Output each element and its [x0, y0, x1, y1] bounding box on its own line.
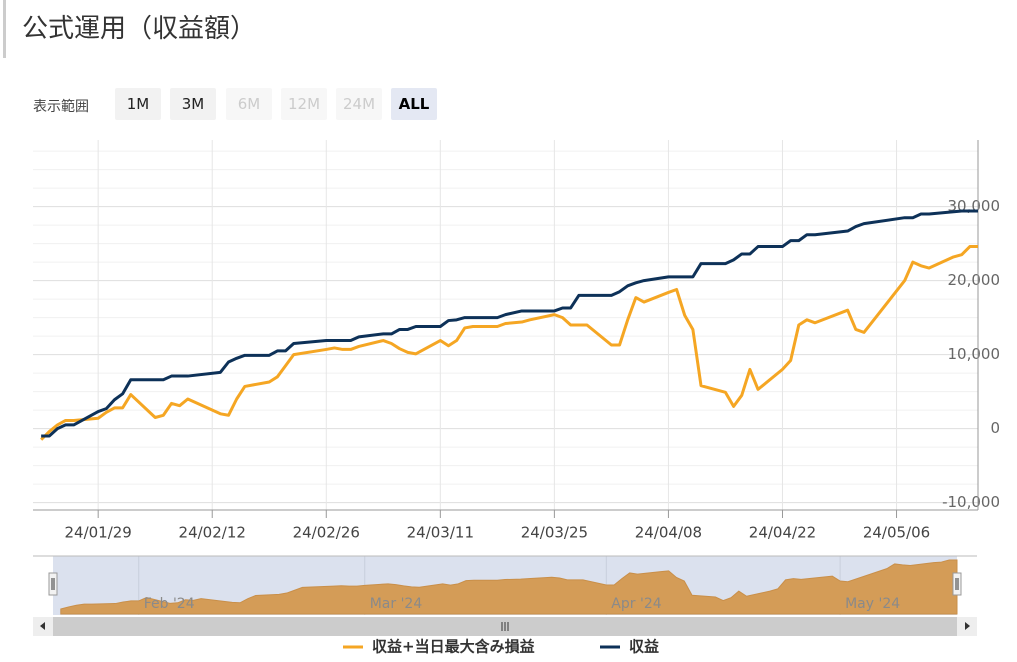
range-button: 12M [281, 88, 327, 120]
navigator-label: Feb '24 [144, 596, 195, 612]
scrollbar-grip [501, 622, 509, 631]
navigator-handle-grip [955, 578, 959, 590]
navigator-area [60, 559, 958, 615]
x-tick-label: 24/05/06 [863, 524, 930, 542]
x-tick-label: 24/02/12 [179, 524, 246, 542]
range-button[interactable]: 3M [170, 88, 216, 120]
range-button: 6M [226, 88, 272, 120]
y-tick-label: 0 [990, 419, 1000, 437]
legend-label[interactable]: 収益+当日最大含み損益 [372, 638, 535, 656]
navigator-handle[interactable] [952, 572, 962, 596]
range-button[interactable]: ALL [391, 88, 437, 120]
y-tick-label: 20,000 [948, 271, 1001, 289]
navigator-label: May '24 [845, 596, 900, 612]
x-tick-label: 24/04/22 [749, 524, 816, 542]
navigator-handle[interactable] [48, 572, 58, 596]
y-tick-label: -10,000 [942, 493, 1000, 511]
navigator-handle-grip [51, 578, 55, 590]
range-button[interactable]: 1M [115, 88, 161, 120]
range-button: 24M [336, 88, 382, 120]
x-tick-label: 24/03/11 [407, 524, 474, 542]
legend-label[interactable]: 収益 [629, 638, 659, 656]
range-label: 表示範囲 [33, 99, 89, 115]
x-tick-label: 24/02/26 [293, 524, 360, 542]
navigator-label: Mar '24 [370, 596, 423, 612]
y-tick-label: 10,000 [948, 345, 1001, 363]
title-bar [3, 0, 6, 58]
x-tick-label: 24/03/25 [521, 524, 588, 542]
page-title: 公式運用（収益額） [22, 14, 257, 44]
series-line [40, 245, 978, 441]
series-line [41, 209, 978, 438]
x-tick-label: 24/04/08 [635, 524, 702, 542]
navigator-label: Apr '24 [611, 596, 661, 612]
x-tick-label: 24/01/29 [64, 524, 131, 542]
